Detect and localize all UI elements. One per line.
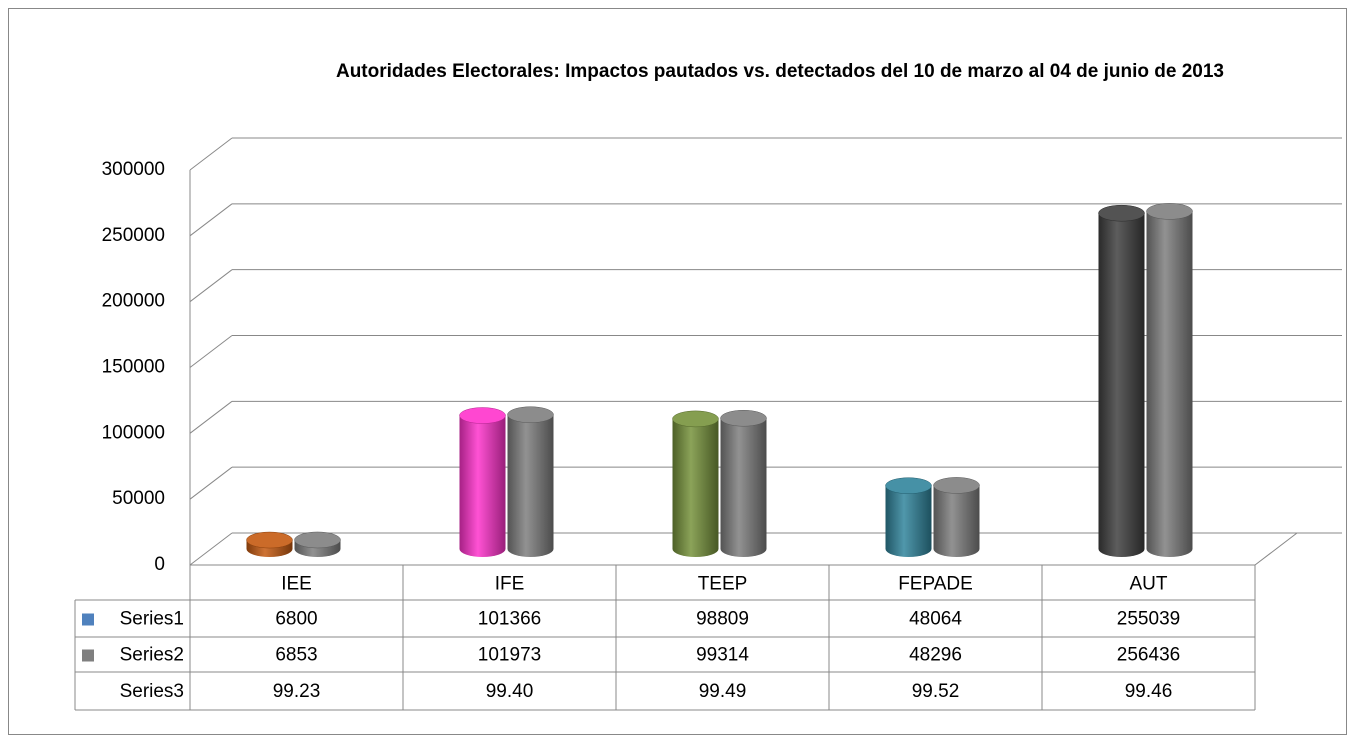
bar — [507, 414, 554, 549]
bar — [1098, 213, 1145, 549]
x-tick-label: FEPADE — [898, 574, 973, 595]
table-value: 99.40 — [486, 681, 534, 702]
table-value: 48064 — [909, 609, 962, 630]
cylinder-top — [885, 477, 932, 494]
legend-swatch — [82, 649, 94, 662]
table-value: 99314 — [696, 645, 749, 666]
chart-border — [8, 8, 1347, 735]
cylinder-top — [294, 531, 341, 549]
cylinder-top — [459, 407, 506, 424]
table-value: 99.49 — [699, 681, 747, 702]
table-value: 99.52 — [912, 681, 960, 702]
x-tick-label: IFE — [495, 574, 525, 595]
cylinder-top — [1098, 204, 1145, 222]
bar — [720, 418, 767, 549]
y-tick-label: 0 — [154, 554, 165, 575]
y-tick-label: 50000 — [112, 488, 165, 509]
bar — [885, 485, 932, 549]
table-value: 98809 — [696, 609, 749, 630]
table-value: 255039 — [1117, 609, 1180, 630]
cylinder-top — [246, 531, 293, 549]
y-tick-label: 300000 — [102, 159, 165, 180]
grid-line — [189, 335, 233, 368]
bar — [933, 485, 980, 549]
chart-title: Autoridades Electorales: Impactos pautad… — [335, 61, 1225, 82]
x-tick-label: IEE — [281, 574, 312, 595]
table-value: 101366 — [478, 609, 541, 630]
cylinder-top — [507, 406, 554, 423]
cylinder-top — [1146, 203, 1193, 220]
table-value: 6853 — [275, 645, 317, 666]
grid-line — [189, 137, 233, 171]
grid-line — [189, 269, 233, 303]
cylinder-top — [720, 409, 767, 427]
grid-line — [189, 466, 233, 500]
y-tick-label: 100000 — [102, 422, 165, 443]
table-value: 99.23 — [273, 681, 321, 702]
bar — [459, 415, 506, 549]
table-value: 99.46 — [1125, 681, 1173, 702]
grid-line — [189, 400, 233, 434]
legend-label: Series1 — [120, 609, 184, 630]
grid-line — [189, 203, 233, 237]
legend-swatch — [82, 613, 94, 626]
y-tick-label: 200000 — [102, 291, 165, 312]
cylinder-top — [672, 410, 719, 428]
table-value: 101973 — [478, 645, 541, 666]
table-value: 48296 — [909, 645, 962, 666]
x-tick-label: AUT — [1130, 574, 1168, 595]
y-tick-label: 250000 — [102, 225, 165, 246]
y-tick-label: 150000 — [102, 357, 165, 378]
legend-label: Series2 — [120, 645, 184, 666]
grid-line — [189, 532, 233, 566]
bar — [1146, 211, 1193, 550]
x-tick-label: TEEP — [698, 574, 748, 595]
table-value: 6800 — [275, 609, 317, 630]
cylinder-top — [933, 477, 980, 494]
legend-label: Series3 — [120, 681, 184, 702]
floor-edge — [1254, 532, 1298, 566]
bar — [672, 418, 719, 549]
table-value: 256436 — [1117, 645, 1180, 666]
